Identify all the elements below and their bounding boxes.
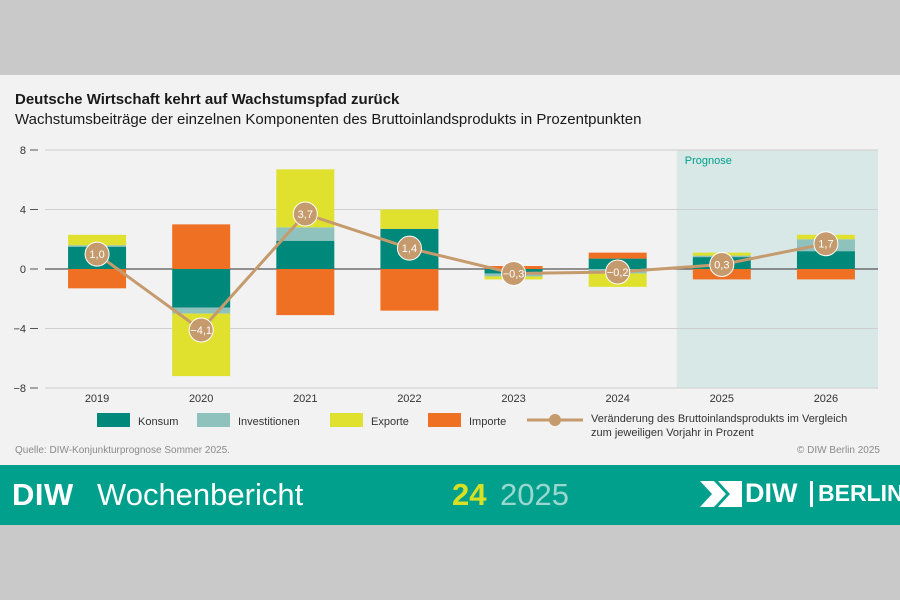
legend-label-konsum: Konsum bbox=[138, 416, 178, 428]
legend-swatch-konsum bbox=[97, 413, 130, 427]
gdp-data-label: −4,1 bbox=[190, 325, 212, 337]
bar-exporte-2019 bbox=[68, 234, 127, 246]
footer-brand: DIW bbox=[12, 477, 74, 512]
y-tick-label: 4 bbox=[20, 205, 26, 217]
bar-importe-2019 bbox=[68, 269, 127, 289]
legend-label-exporte: Exporte bbox=[371, 416, 409, 428]
gdp-line bbox=[96, 212, 827, 332]
x-tick-label: 2022 bbox=[397, 393, 421, 405]
legend-label-gdp-line1: Veränderung des Bruttoinlandsprodukts im… bbox=[591, 413, 847, 425]
gdp-point bbox=[396, 235, 422, 261]
legend-label-investitionen: Investitionen bbox=[238, 416, 300, 428]
legend-swatch-importe bbox=[428, 413, 461, 427]
chart-card: Prognose 8 4 0 −4 −8 2019 2020 2021 2022 2023 2024 2… bbox=[0, 75, 900, 465]
gdp-data-label: 1,4 bbox=[402, 243, 417, 255]
x-tick-label: 2026 bbox=[814, 393, 838, 405]
footer-logo-divider bbox=[810, 481, 813, 507]
diw-logo-icon bbox=[700, 481, 742, 507]
gdp-point bbox=[709, 252, 735, 278]
chart-subtitle: Wachstumsbeiträge der einzelnen Komponen… bbox=[15, 111, 642, 128]
legend-label-gdp-line2: zum jeweiligen Vorjahr in Prozent bbox=[591, 427, 754, 439]
gdp-point bbox=[84, 241, 110, 267]
bar-importe-2026 bbox=[796, 269, 855, 280]
gdp-data-label: 1,7 bbox=[818, 239, 833, 251]
bar-konsum-2020 bbox=[172, 269, 231, 308]
forecast-label: Prognose bbox=[685, 155, 732, 167]
bar-investitionen-2020 bbox=[172, 307, 231, 314]
gdp-data-label: −0,2 bbox=[607, 267, 629, 279]
legend-swatch-investitionen bbox=[197, 413, 230, 427]
bar-exporte-2022 bbox=[380, 209, 439, 229]
legend-marker-gdp bbox=[549, 414, 561, 426]
legend-label-importe: Importe bbox=[469, 416, 506, 428]
gdp-data-label: −0,3 bbox=[503, 268, 525, 280]
gdp-data-label: 3,7 bbox=[298, 209, 313, 221]
gdp-point bbox=[813, 231, 839, 257]
footer-issue-number: 24 bbox=[452, 477, 487, 512]
gdp-point bbox=[605, 259, 631, 285]
y-tick-label: −8 bbox=[13, 383, 26, 395]
bar-konsum-2026 bbox=[796, 251, 855, 269]
x-tick-label: 2024 bbox=[605, 393, 629, 405]
source-note: Quelle: DIW-Konjunkturprognose Sommer 20… bbox=[15, 445, 230, 456]
gdp-data-label: 1,0 bbox=[89, 249, 104, 261]
footer-publication: Wochenbericht bbox=[97, 477, 304, 512]
bar-importe-2020 bbox=[172, 224, 231, 269]
x-tick-label: 2020 bbox=[189, 393, 213, 405]
bar-importe-2022 bbox=[380, 269, 439, 311]
bar-importe-2021 bbox=[276, 269, 335, 316]
chart-svg: Prognose 8 4 0 −4 −8 2019 2020 2021 2022 2023 2024 2… bbox=[13, 145, 878, 439]
footer-logo-diw: DIW bbox=[745, 478, 798, 508]
gdp-point bbox=[501, 260, 527, 286]
copyright-note: © DIW Berlin 2025 bbox=[797, 445, 880, 456]
x-tick-label: 2025 bbox=[710, 393, 734, 405]
legend-swatch-exporte bbox=[330, 413, 363, 427]
x-tick-label: 2023 bbox=[501, 393, 525, 405]
gdp-point bbox=[292, 201, 318, 227]
chart-title: Deutsche Wirtschaft kehrt auf Wachstumsp… bbox=[15, 91, 400, 108]
x-tick-label: 2019 bbox=[85, 393, 109, 405]
bar-importe-2024 bbox=[588, 252, 647, 259]
footer-banner: DIW Wochenbericht 24 2025 DIW BERLIN bbox=[0, 465, 900, 525]
footer-logo-berlin: BERLIN bbox=[818, 480, 900, 506]
bar-konsum-2021 bbox=[276, 240, 335, 269]
footer-year: 2025 bbox=[500, 477, 569, 512]
x-tick-label: 2021 bbox=[293, 393, 317, 405]
y-tick-label: 0 bbox=[20, 264, 26, 276]
gdp-point bbox=[188, 317, 214, 343]
gdp-data-label: 0,3 bbox=[714, 260, 729, 272]
y-tick-label: −4 bbox=[13, 324, 26, 336]
y-tick-label: 8 bbox=[20, 145, 26, 157]
